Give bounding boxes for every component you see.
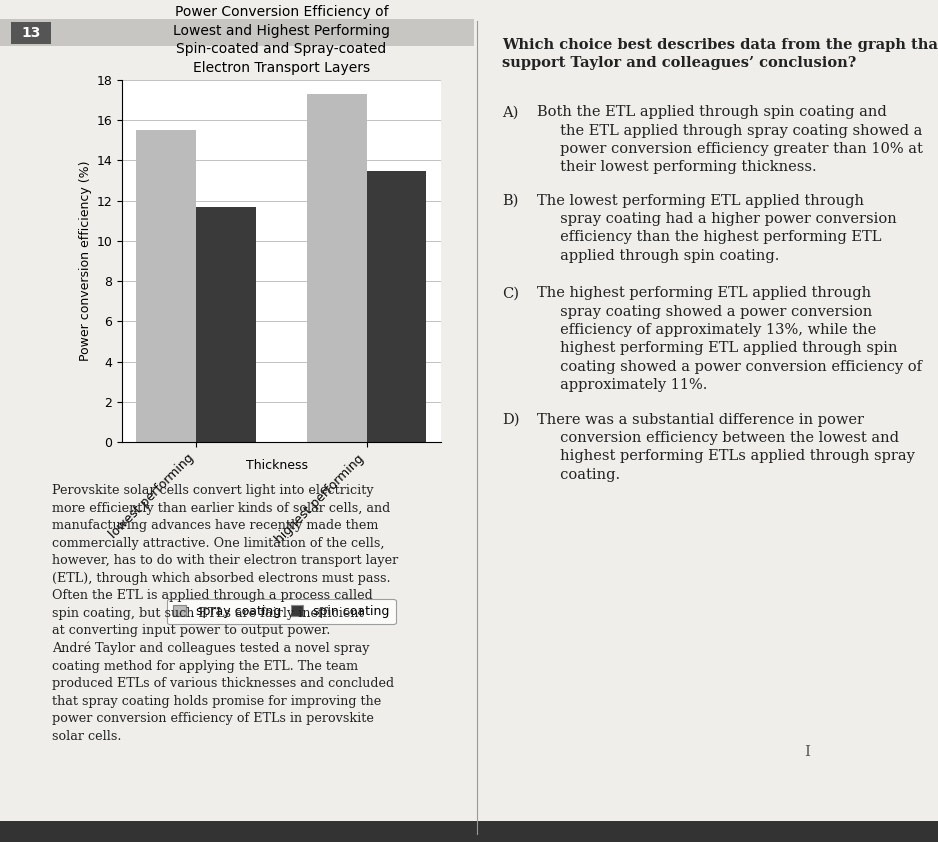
Bar (307, 94, 367, 442)
Bar (136, 131, 196, 442)
Legend: spray coating, spin coating: spray coating, spin coating (167, 599, 396, 624)
Text: The highest performing ETL applied through
     spray coating showed a power con: The highest performing ETL applied throu… (537, 286, 921, 392)
Text: Which choice best describes data from the graph that
support Taylor and colleagu: Which choice best describes data from th… (502, 38, 938, 70)
Text: 13: 13 (22, 26, 40, 40)
Text: I: I (804, 745, 809, 759)
Y-axis label: Power conversion efficiency (%): Power conversion efficiency (%) (79, 161, 92, 361)
Text: There was a substantial difference in power
     conversion efficiency between t: There was a substantial difference in po… (537, 413, 915, 482)
Text: C): C) (502, 286, 519, 301)
Text: B): B) (502, 194, 518, 208)
Text: D): D) (502, 413, 520, 427)
Text: Perovskite solar cells convert light into electricity
more efficiently than earl: Perovskite solar cells convert light int… (52, 484, 398, 743)
Text: The lowest performing ETL applied through
     spray coating had a higher power : The lowest performing ETL applied throug… (537, 194, 897, 263)
Title: Power Conversion Efficiency of
Lowest and Highest Performing
Spin-coated and Spr: Power Conversion Efficiency of Lowest an… (173, 5, 390, 75)
Bar (367, 170, 427, 442)
Text: A): A) (502, 105, 518, 120)
Text: Both the ETL applied through spin coating and
     the ETL applied through spray: Both the ETL applied through spin coatin… (537, 105, 922, 174)
Text: Thickness: Thickness (246, 459, 308, 472)
Bar (196, 206, 256, 442)
